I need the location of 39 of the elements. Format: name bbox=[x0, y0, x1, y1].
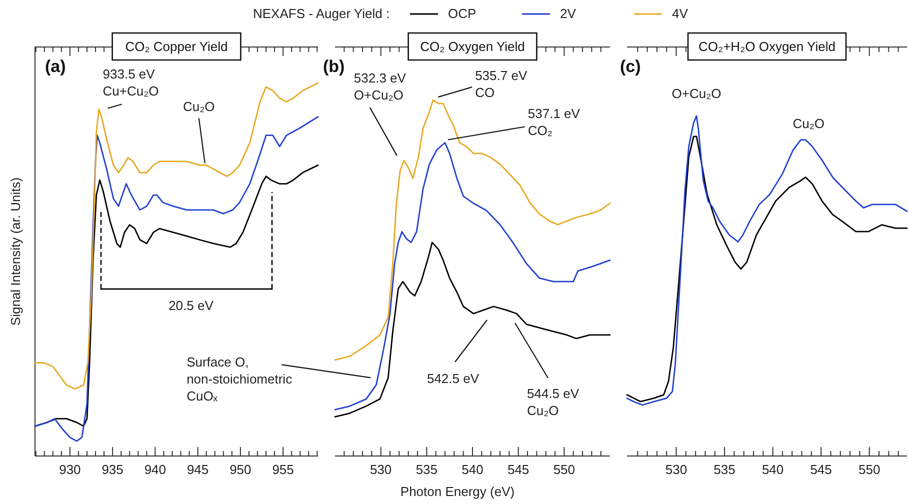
x-tick-label: 535 bbox=[416, 462, 438, 477]
annotation: 535.7 eV CO bbox=[475, 68, 528, 100]
annotation: 542.5 eV bbox=[426, 371, 480, 386]
x-tick-label: 535 bbox=[714, 462, 736, 477]
annotation: 544.5 eV Cu₂O bbox=[527, 386, 580, 418]
x-axis-title: Photon Energy (eV) bbox=[400, 484, 515, 499]
x-tick-label: 530 bbox=[370, 462, 392, 477]
chart-title: CO₂ Oxygen Yield bbox=[420, 39, 525, 54]
annotation: 537.1 eV CO₂ bbox=[528, 106, 580, 138]
x-tick-label: 935 bbox=[102, 462, 124, 477]
legend-title: NEXAFS - Auger Yield : bbox=[253, 6, 390, 21]
x-tick-label: 545 bbox=[507, 462, 530, 477]
text: (b) bbox=[323, 57, 345, 76]
x-tick-label: 545 bbox=[810, 462, 832, 477]
annotation: 20.5 eV bbox=[168, 298, 214, 313]
x-tick-label: 540 bbox=[762, 462, 784, 477]
annotation: O+Cu₂O bbox=[672, 86, 722, 102]
x-tick-label: 945 bbox=[186, 462, 209, 477]
x-tick-label: 550 bbox=[553, 462, 576, 477]
annotation: Cu₂O bbox=[792, 116, 825, 131]
x-tick-label: 955 bbox=[272, 462, 294, 477]
chart-title: CO₂+H₂O Oxygen Yield bbox=[698, 39, 836, 54]
x-tick-label: 530 bbox=[665, 462, 688, 477]
x-tick-label: 540 bbox=[462, 462, 484, 477]
x-tick-label: 930 bbox=[59, 462, 81, 477]
annotation: Surface O, non-stoichiometric CuOₓ bbox=[186, 354, 293, 404]
x-tick-label: 550 bbox=[858, 462, 880, 477]
annotation: 532.3 eV O+Cu₂O bbox=[354, 70, 406, 103]
x-tick-label: 940 bbox=[144, 462, 166, 477]
x-tick-label: 950 bbox=[230, 462, 252, 477]
annotation: Cu₂O bbox=[183, 99, 215, 114]
legend-label: 2V bbox=[560, 6, 576, 21]
text: (c) bbox=[620, 57, 641, 76]
annotation: 933.5 eV Cu+Cu₂O bbox=[102, 66, 159, 98]
y-axis-title: Signal Intensity (ar. Units) bbox=[8, 177, 23, 326]
text: (a) bbox=[45, 57, 66, 76]
legend-label: OCP bbox=[448, 6, 476, 21]
legend-label: 4V bbox=[672, 6, 688, 21]
chart-title: CO₂ Copper Yield bbox=[125, 39, 228, 54]
